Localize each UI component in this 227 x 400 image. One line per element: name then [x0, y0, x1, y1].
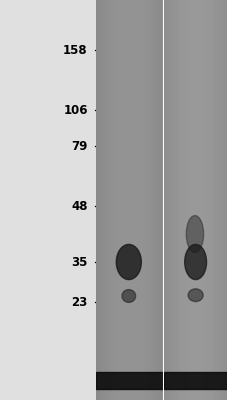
Ellipse shape [187, 289, 202, 302]
Text: 48: 48 [71, 200, 87, 212]
Ellipse shape [116, 244, 141, 280]
Bar [163, 372, 227, 389]
Text: 35: 35 [71, 256, 87, 268]
Ellipse shape [121, 290, 135, 302]
Bar [0, 0, 95, 400]
Bar [95, 372, 163, 389]
Text: 79: 79 [71, 140, 87, 152]
Ellipse shape [185, 216, 203, 252]
Text: 158: 158 [63, 44, 87, 56]
Ellipse shape [184, 244, 206, 280]
Text: 23: 23 [71, 296, 87, 308]
Text: 106: 106 [63, 104, 87, 116]
